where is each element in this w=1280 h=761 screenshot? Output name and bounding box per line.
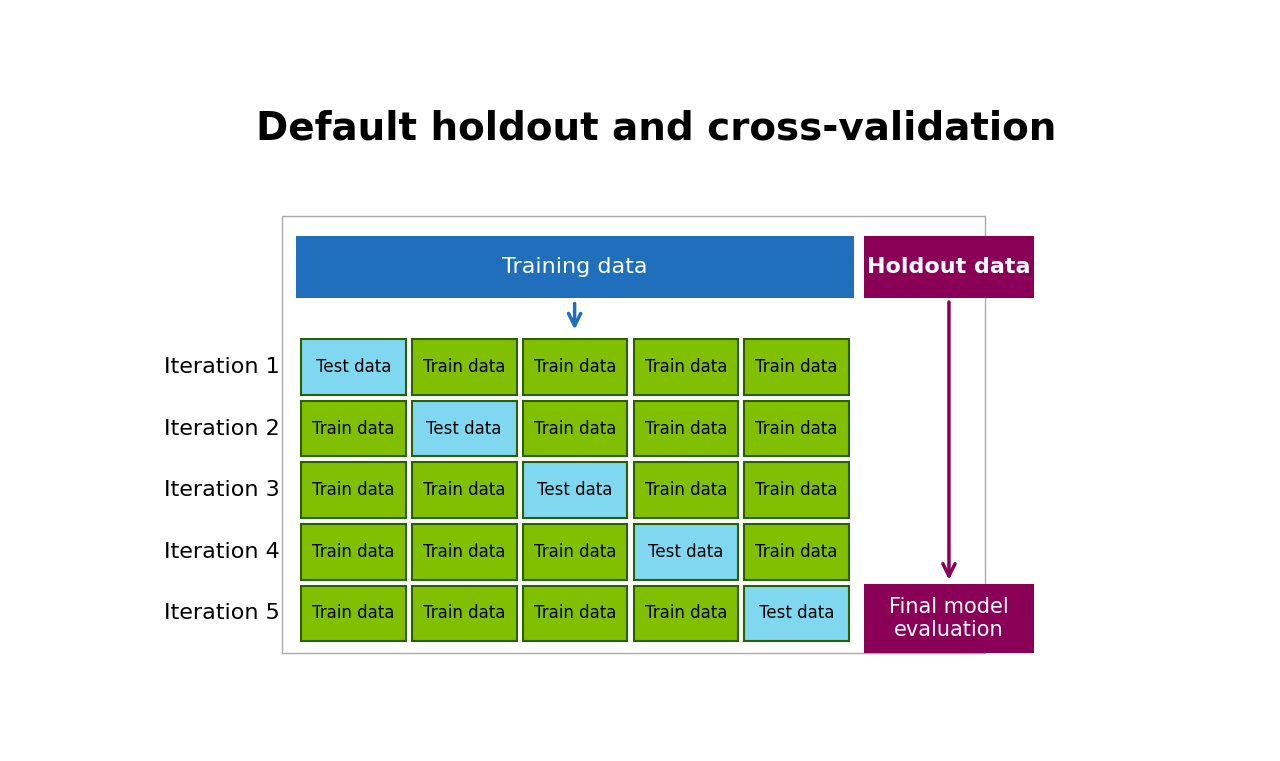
Text: Train data: Train data xyxy=(534,358,616,376)
Text: Train data: Train data xyxy=(755,481,838,499)
Text: Train data: Train data xyxy=(645,604,727,622)
Text: Train data: Train data xyxy=(422,358,506,376)
Text: Iteration 4: Iteration 4 xyxy=(164,542,280,562)
Bar xyxy=(301,339,406,395)
Text: Train data: Train data xyxy=(422,543,506,561)
Text: Train data: Train data xyxy=(755,358,838,376)
Text: Train data: Train data xyxy=(755,419,838,438)
Bar xyxy=(301,524,406,579)
Text: Training data: Training data xyxy=(502,257,648,277)
Bar xyxy=(634,401,739,457)
Text: Iteration 5: Iteration 5 xyxy=(164,603,280,623)
Text: Train data: Train data xyxy=(645,481,727,499)
Bar xyxy=(634,524,739,579)
Text: Final model
evaluation: Final model evaluation xyxy=(890,597,1009,640)
Bar xyxy=(301,463,406,518)
Bar xyxy=(634,339,739,395)
Bar xyxy=(412,463,517,518)
Bar xyxy=(522,401,627,457)
Bar xyxy=(864,584,1034,654)
Bar xyxy=(301,401,406,457)
Bar xyxy=(412,401,517,457)
Bar xyxy=(282,216,986,654)
Bar xyxy=(745,524,849,579)
Bar xyxy=(412,339,517,395)
Text: Train data: Train data xyxy=(755,543,838,561)
Text: Iteration 3: Iteration 3 xyxy=(164,480,280,500)
Text: Train data: Train data xyxy=(312,543,394,561)
Text: Train data: Train data xyxy=(645,419,727,438)
Bar xyxy=(745,401,849,457)
Text: Train data: Train data xyxy=(312,481,394,499)
Text: Test data: Test data xyxy=(648,543,723,561)
Text: Train data: Train data xyxy=(312,419,394,438)
Bar xyxy=(522,339,627,395)
Text: Test data: Test data xyxy=(316,358,392,376)
Text: Train data: Train data xyxy=(534,419,616,438)
Text: Test data: Test data xyxy=(759,604,835,622)
Text: Train data: Train data xyxy=(422,604,506,622)
Bar xyxy=(412,524,517,579)
Text: Train data: Train data xyxy=(645,358,727,376)
Text: Train data: Train data xyxy=(312,604,394,622)
Bar xyxy=(522,586,627,641)
Text: Train data: Train data xyxy=(534,604,616,622)
Bar xyxy=(634,586,739,641)
Text: Default holdout and cross-validation: Default holdout and cross-validation xyxy=(256,110,1056,148)
Bar xyxy=(301,586,406,641)
Text: Train data: Train data xyxy=(422,481,506,499)
Bar xyxy=(522,524,627,579)
Text: Train data: Train data xyxy=(534,543,616,561)
Text: Test data: Test data xyxy=(426,419,502,438)
Bar xyxy=(296,236,854,298)
Text: Iteration 2: Iteration 2 xyxy=(164,419,280,438)
Text: Test data: Test data xyxy=(538,481,613,499)
Bar xyxy=(522,463,627,518)
Bar xyxy=(745,339,849,395)
Text: Holdout data: Holdout data xyxy=(868,257,1030,277)
Bar xyxy=(412,586,517,641)
Bar xyxy=(634,463,739,518)
Bar xyxy=(745,463,849,518)
Bar xyxy=(745,586,849,641)
Bar xyxy=(864,236,1034,298)
Text: Iteration 1: Iteration 1 xyxy=(164,357,280,377)
